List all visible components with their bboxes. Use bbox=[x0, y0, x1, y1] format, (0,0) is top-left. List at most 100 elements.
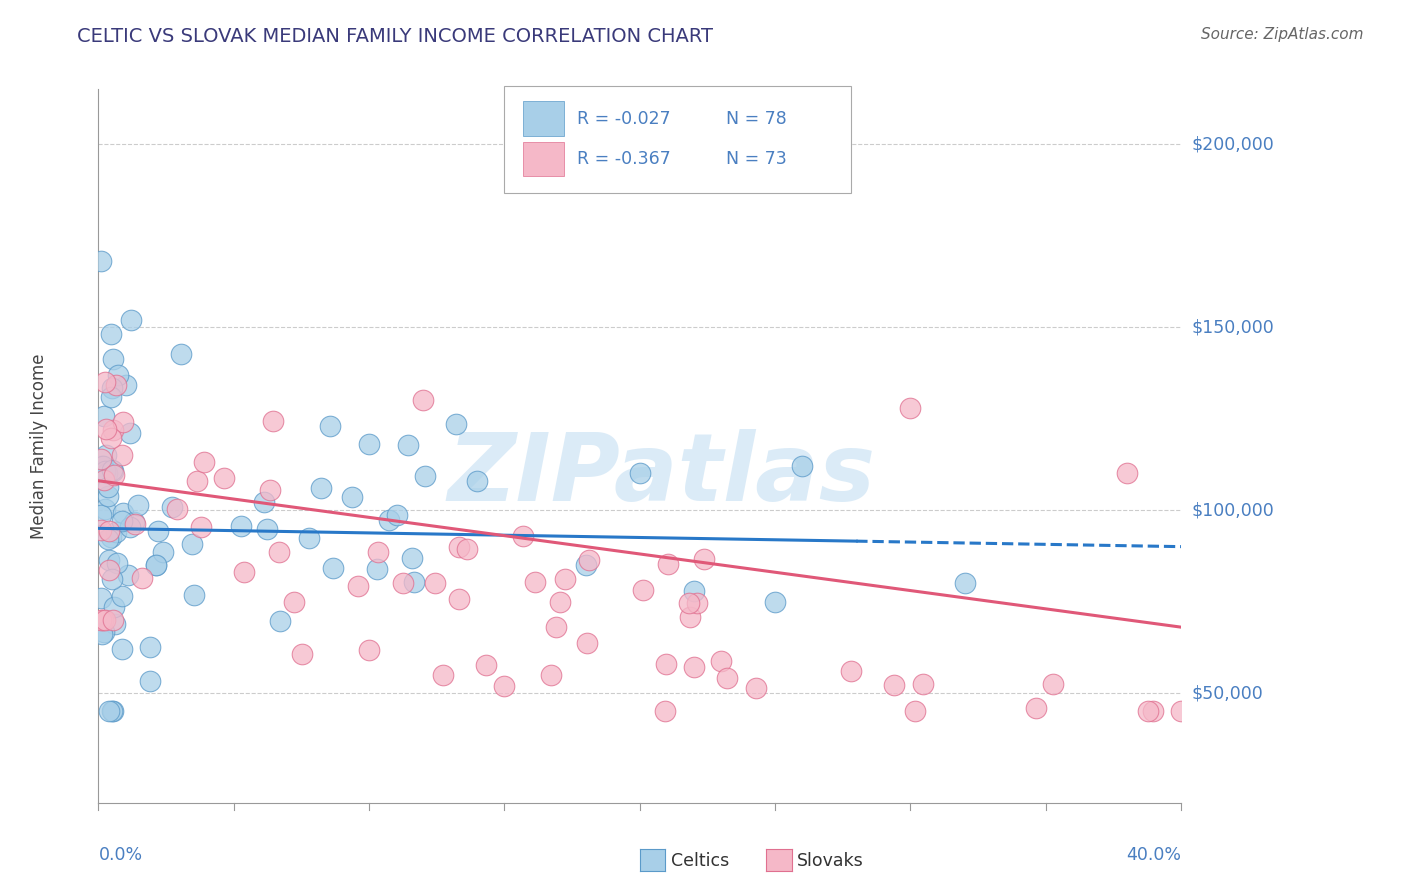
Point bbox=[291, 647, 314, 661]
Point bbox=[94, 375, 117, 389]
Point bbox=[396, 438, 419, 452]
Point bbox=[628, 467, 651, 481]
Point bbox=[90, 523, 112, 537]
Point bbox=[97, 524, 120, 538]
Point bbox=[540, 667, 562, 681]
Point bbox=[340, 491, 363, 505]
Point bbox=[449, 592, 471, 607]
Point bbox=[190, 520, 212, 534]
FancyBboxPatch shape bbox=[505, 86, 851, 193]
Point bbox=[111, 642, 134, 657]
Point bbox=[378, 512, 401, 526]
Text: Median Family Income: Median Family Income bbox=[30, 353, 48, 539]
Point bbox=[107, 368, 129, 383]
Point bbox=[709, 654, 731, 668]
Point bbox=[105, 556, 128, 570]
Point bbox=[1136, 704, 1159, 718]
Point bbox=[100, 327, 122, 342]
Point bbox=[90, 458, 112, 473]
Text: $200,000: $200,000 bbox=[1192, 135, 1275, 153]
Point bbox=[90, 508, 112, 523]
Point bbox=[101, 613, 124, 627]
Point bbox=[385, 508, 408, 523]
Point bbox=[112, 506, 135, 520]
Point bbox=[93, 459, 115, 474]
Point bbox=[654, 704, 676, 718]
Point bbox=[678, 596, 700, 610]
Point bbox=[900, 401, 922, 415]
Point bbox=[145, 558, 167, 572]
Point bbox=[432, 667, 454, 681]
Point bbox=[97, 563, 120, 577]
Point bbox=[111, 448, 134, 462]
Point bbox=[763, 594, 786, 608]
Point bbox=[90, 591, 112, 606]
Point bbox=[145, 558, 167, 572]
Bar bbox=[523, 102, 564, 136]
Text: $150,000: $150,000 bbox=[1192, 318, 1275, 336]
Point bbox=[101, 704, 124, 718]
Text: $100,000: $100,000 bbox=[1192, 501, 1275, 519]
Point bbox=[267, 545, 290, 559]
Point bbox=[683, 583, 706, 598]
Point bbox=[118, 520, 141, 534]
Text: R = -0.027: R = -0.027 bbox=[576, 111, 671, 128]
Point bbox=[193, 455, 215, 469]
Point bbox=[912, 677, 935, 691]
Point bbox=[259, 483, 281, 498]
Text: ZIPatlas: ZIPatlas bbox=[447, 428, 876, 521]
Point bbox=[322, 560, 344, 574]
Point bbox=[139, 673, 162, 688]
Point bbox=[839, 664, 862, 678]
Point bbox=[1042, 677, 1064, 691]
Bar bbox=[523, 142, 564, 177]
Point bbox=[212, 471, 235, 485]
Text: 0.0%: 0.0% bbox=[98, 846, 142, 863]
Text: R = -0.367: R = -0.367 bbox=[576, 150, 671, 168]
Point bbox=[100, 530, 122, 544]
Point bbox=[110, 589, 132, 603]
Point bbox=[883, 678, 905, 692]
Point bbox=[425, 576, 447, 591]
Point bbox=[494, 679, 516, 693]
Point bbox=[93, 473, 115, 487]
Point bbox=[575, 558, 598, 572]
Text: 40.0%: 40.0% bbox=[1126, 846, 1181, 863]
Point bbox=[404, 574, 426, 589]
Point bbox=[686, 596, 709, 610]
Text: N = 78: N = 78 bbox=[727, 111, 787, 128]
Point bbox=[100, 390, 122, 404]
Point bbox=[111, 514, 134, 528]
Point bbox=[467, 474, 489, 488]
Point bbox=[548, 595, 571, 609]
Point bbox=[96, 466, 118, 480]
Point bbox=[103, 468, 125, 483]
Point bbox=[524, 574, 547, 589]
Point bbox=[297, 531, 319, 545]
Point bbox=[233, 565, 256, 579]
Point bbox=[444, 417, 467, 432]
Point bbox=[94, 464, 117, 478]
Point bbox=[1170, 704, 1192, 718]
Point bbox=[391, 576, 413, 591]
Point bbox=[401, 551, 423, 566]
Point bbox=[229, 519, 252, 533]
Point bbox=[256, 522, 278, 536]
Point bbox=[183, 588, 205, 602]
Text: Source: ZipAtlas.com: Source: ZipAtlas.com bbox=[1201, 27, 1364, 42]
Point bbox=[262, 414, 284, 428]
Point bbox=[97, 704, 120, 718]
Point bbox=[115, 377, 138, 392]
Point bbox=[359, 643, 381, 657]
Point bbox=[97, 532, 120, 546]
Point bbox=[112, 415, 135, 429]
Point bbox=[346, 579, 368, 593]
Point bbox=[103, 352, 125, 367]
Point bbox=[366, 562, 388, 576]
Point bbox=[1025, 700, 1047, 714]
Text: N = 73: N = 73 bbox=[727, 150, 787, 168]
Point bbox=[105, 377, 128, 392]
Point bbox=[576, 636, 599, 650]
Point bbox=[657, 557, 679, 571]
Point bbox=[97, 480, 120, 494]
